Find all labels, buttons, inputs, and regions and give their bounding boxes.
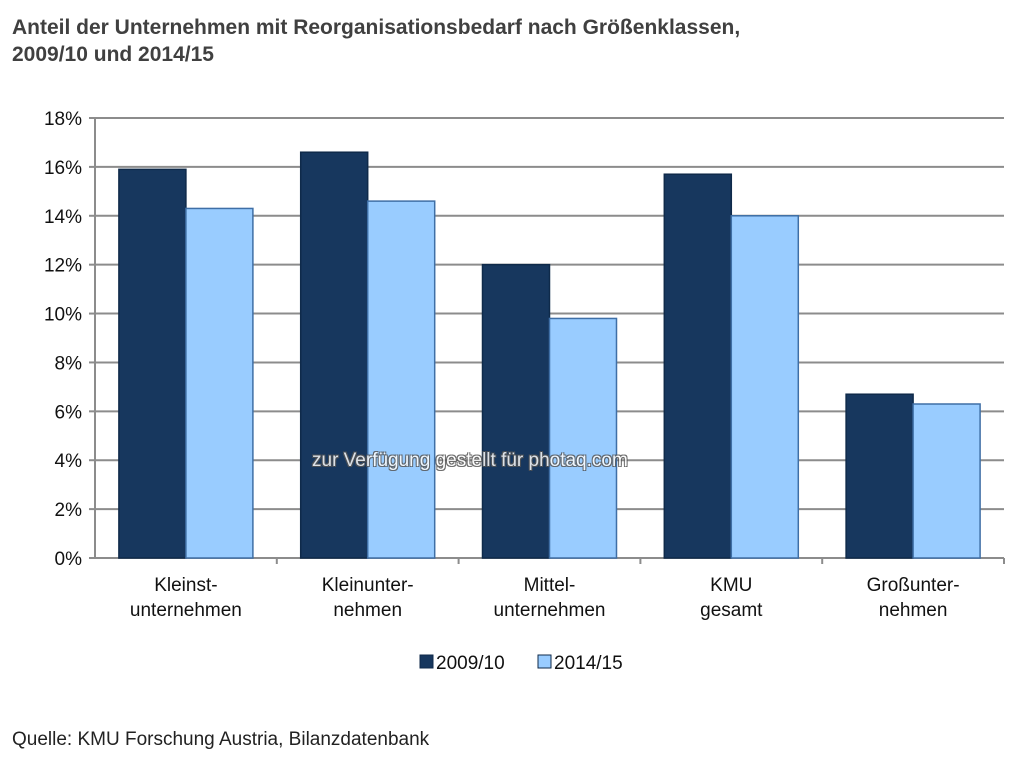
x-tick-label: nehmen [879,600,948,621]
bar-2009-10 [481,263,551,559]
y-tick-label: 18% [44,109,82,130]
bar-2014-15 [185,207,254,559]
bar-2009-10 [299,151,369,559]
y-tick-label: 2% [55,500,83,521]
source-note: Quelle: KMU Forschung Austria, Bilanzdat… [12,729,430,750]
y-tick-label: 4% [55,451,83,472]
x-tick-label: unternehmen [494,600,606,621]
y-tick-label: 8% [55,353,83,374]
y-tick-label: 10% [44,305,82,326]
legend-swatch [537,654,552,669]
bar-2009-10 [663,173,733,559]
x-tick-label: Großunter- [867,575,960,596]
x-tick-label: Kleinst- [154,575,217,596]
title-line-2: 2009/10 und 2014/15 [12,43,214,66]
legend-label: 2014/15 [554,653,623,674]
y-tick-label: 12% [44,256,82,277]
bar-2014-15 [912,403,981,559]
bar-2014-15 [548,317,618,559]
bar-2014-15 [730,215,800,559]
y-tick-label: 16% [44,158,82,179]
x-tick-label: KMU [710,575,752,596]
y-tick-label: 0% [55,549,83,570]
bar-2009-10 [845,393,914,559]
x-tick-label: Mittel- [524,575,576,596]
x-tick-label: Kleinunter- [322,575,414,596]
y-tick-label: 6% [55,402,83,423]
x-tick-label: gesamt [700,600,763,621]
watermark: zur Verfügung gestellt für photaq.com [312,450,628,471]
legend-label: 2009/10 [436,653,505,674]
chart-title: Anteil der Unternehmen mit Reorganisatio… [12,14,1012,68]
bar-2009-10 [118,168,187,559]
y-tick-label: 14% [44,207,82,228]
legend-swatch [419,654,434,669]
bar-2014-15 [366,200,436,559]
x-tick-label: unternehmen [130,600,242,621]
title-line-1: Anteil der Unternehmen mit Reorganisatio… [12,16,741,39]
x-tick-label: nehmen [333,600,402,621]
